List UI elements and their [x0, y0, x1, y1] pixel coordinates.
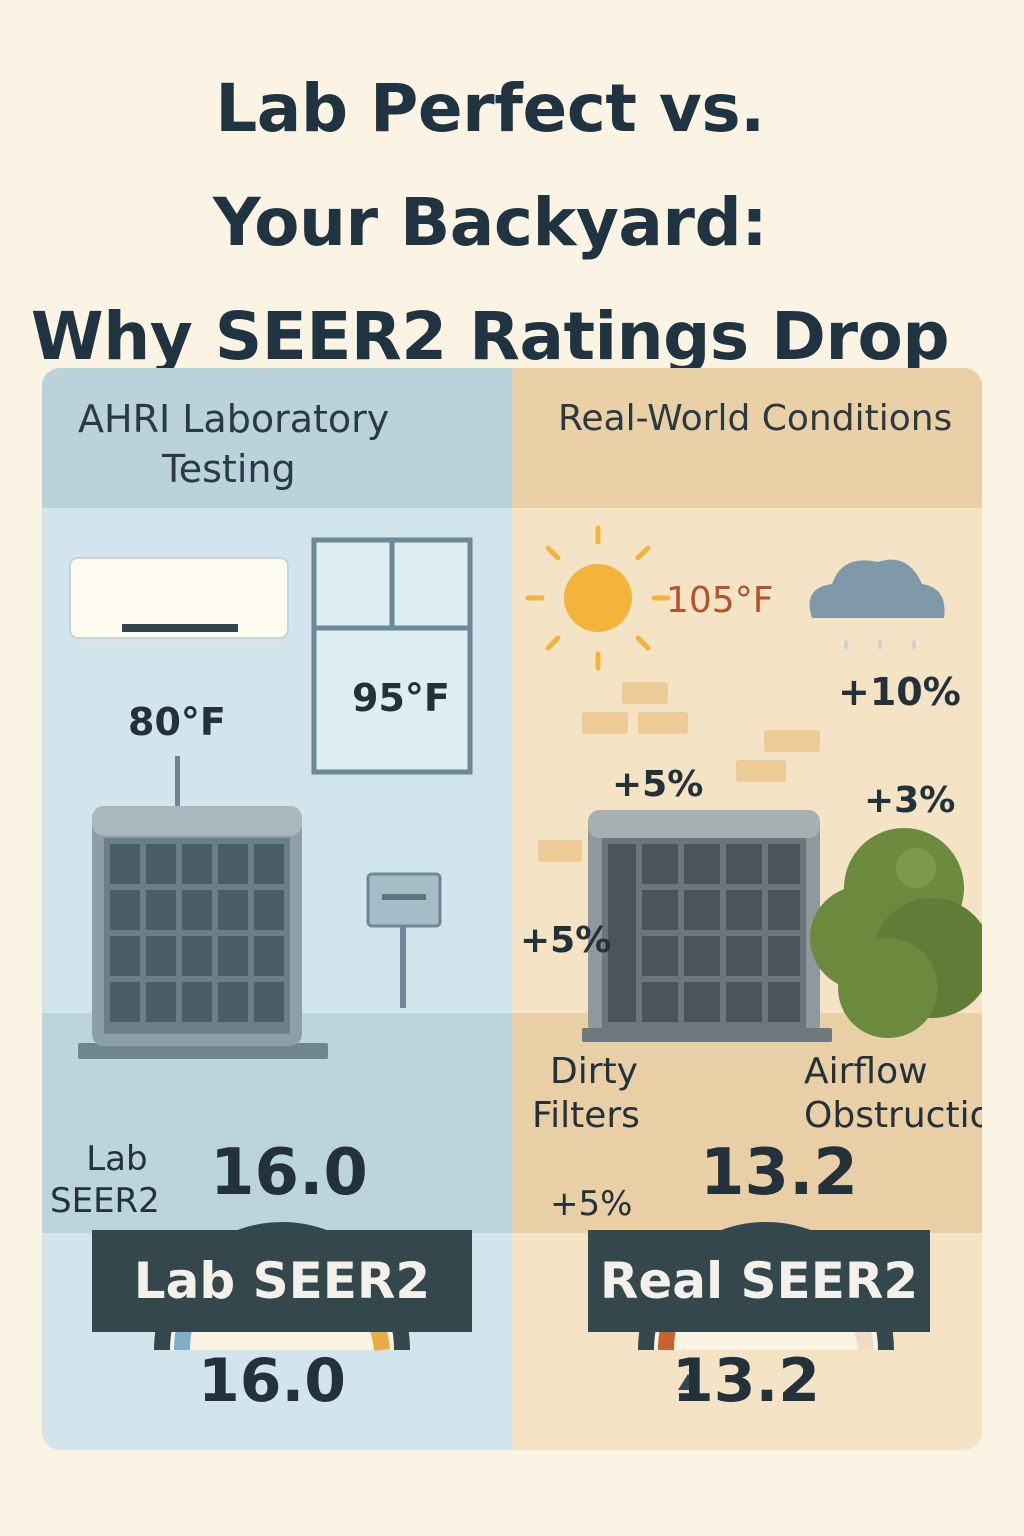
lab-header-line-1: AHRI Laboratory [78, 397, 390, 441]
title-line-3: Why SEER2 Ratings Drop [30, 298, 950, 375]
airflow-obstruction-label: Airflow Obstruction [804, 1050, 982, 1138]
lab-final-value: 16.0 [197, 1346, 347, 1416]
lab-gauge-side-label-line-1: Lab [86, 1139, 148, 1179]
real-panel-header: Real-World Conditions [512, 368, 982, 508]
dirty-filters-label-line-2: Filters [532, 1095, 640, 1136]
real-gauge-pointer [678, 1374, 698, 1390]
lab-scene-illustration [42, 537, 512, 1351]
title-line-1: Lab Perfect vs. [215, 70, 765, 147]
lab-gauge-side-label-line-2: SEER2 [50, 1181, 160, 1221]
real-panel: Real-World Conditions [512, 368, 982, 1450]
real-condenser-unit-icon [582, 810, 832, 1042]
shrub-icon [810, 828, 982, 1038]
real-header: Real-World Conditions [558, 398, 953, 439]
real-outdoor-temp: 105°F [666, 580, 774, 621]
title-line-2: Your Backyard: [212, 184, 768, 261]
lab-outdoor-temp: 95°F [352, 676, 450, 720]
window-icon [311, 537, 473, 775]
lab-panel-header: AHRI Laboratory Testing [42, 368, 512, 508]
brick-wall-icon [538, 682, 820, 862]
page-title: Lab Perfect vs. Your Backyard: Why SEER2… [0, 52, 980, 394]
dirty-filters-label: Dirty Filters [532, 1050, 640, 1138]
sensor-sign-icon [366, 872, 442, 1008]
lab-gauge-side-label: Lab SEER2 [50, 1138, 160, 1222]
lab-indoor-temp: 80°F [128, 700, 226, 744]
dirty-filters-label-line-1: Dirty [550, 1051, 638, 1092]
airflow-obstruction-label-line-2: Obstruction [804, 1095, 982, 1136]
lab-unit-base [78, 1043, 328, 1059]
lab-seer2-banner: Lab SEER2 [92, 1230, 472, 1332]
rain-cloud-icon [809, 559, 945, 650]
dirty-filters-penalty: +5% [550, 1184, 633, 1224]
real-gauge-value: 13.2 [700, 1136, 858, 1210]
real-seer2-banner: Real SEER2 [588, 1230, 930, 1332]
top-clearance-penalty: +5% [612, 764, 704, 805]
humidity-penalty: +10% [838, 670, 961, 714]
lab-gauge-value: 16.0 [210, 1136, 368, 1210]
side-clearance-penalty: +5% [520, 920, 612, 961]
indoor-ac-icon [69, 557, 289, 648]
lab-condenser-unit-icon [92, 806, 302, 1046]
lab-header-line-2: Testing [162, 447, 296, 491]
shrub-penalty: +3% [864, 780, 956, 821]
real-ground [512, 1013, 982, 1233]
lab-panel: AHRI Laboratory Testing [42, 368, 512, 1450]
sun-icon [525, 525, 671, 671]
airflow-obstruction-label-line-1: Airflow [804, 1051, 928, 1092]
real-final-value: 13.2 [671, 1346, 821, 1416]
